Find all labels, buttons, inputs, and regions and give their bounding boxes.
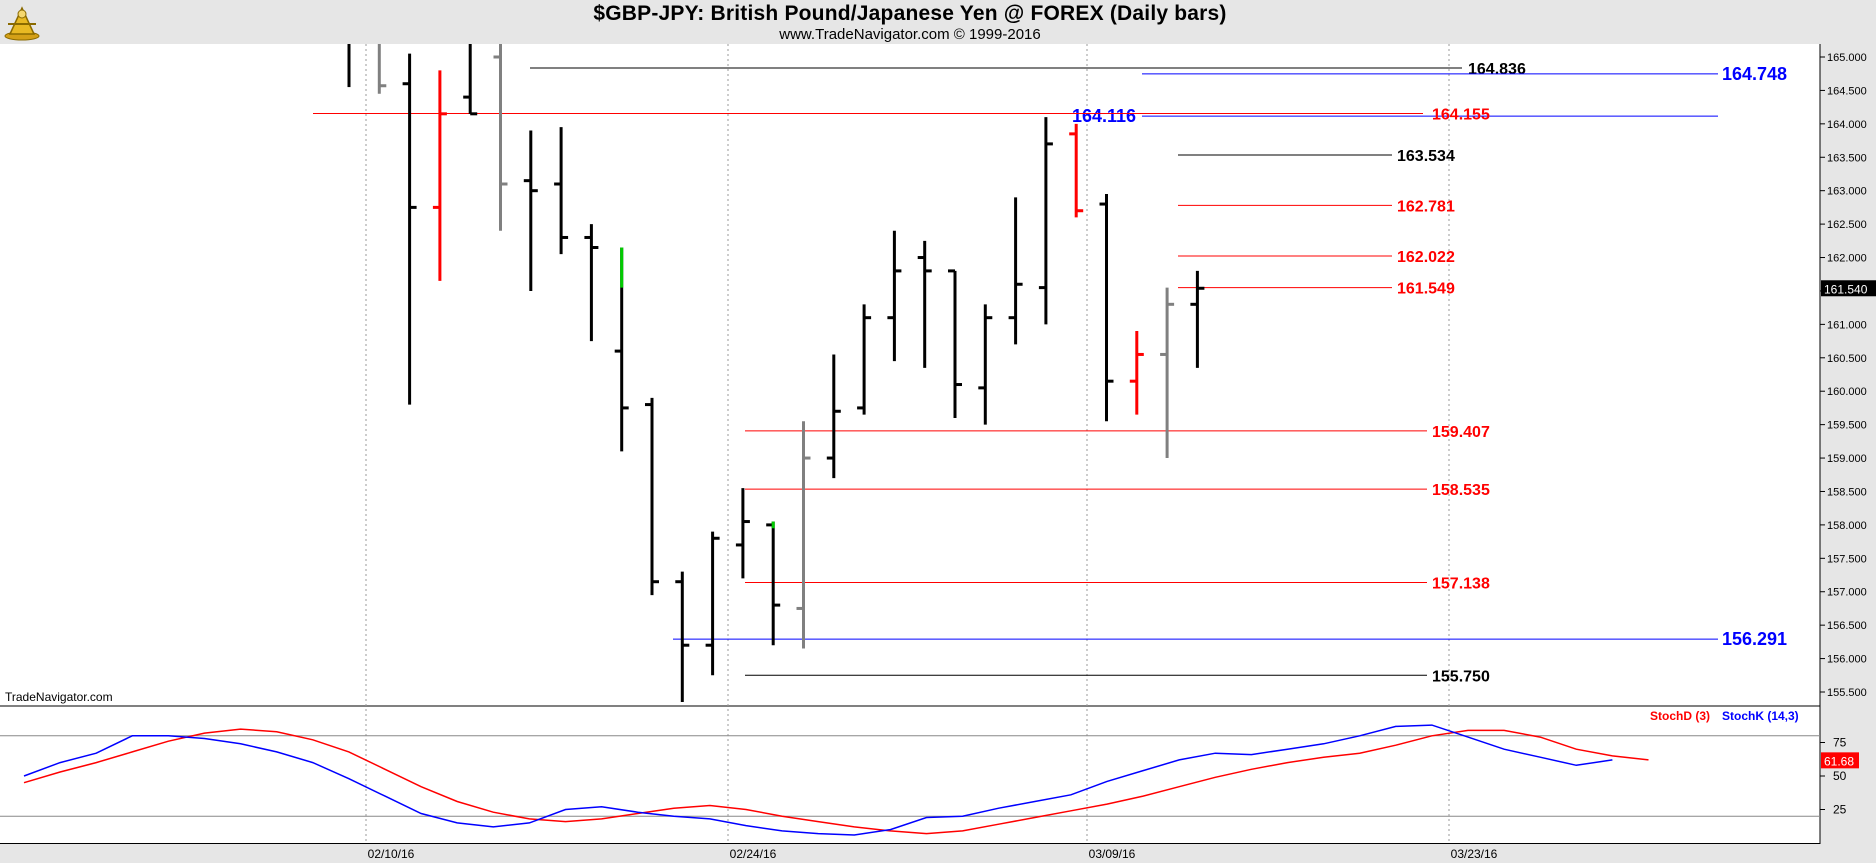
ohlc-bar (402, 53, 417, 405)
stoch-k-line (23, 724, 1613, 836)
y-tick-label: 159.000 (1827, 453, 1867, 465)
ohlc-bar (432, 70, 447, 281)
ohlc-bar (554, 127, 569, 255)
level-label: 163.534 (1397, 148, 1455, 165)
x-tick-label: 03/09/16 (1089, 847, 1136, 861)
level-label: 164.116 (1072, 106, 1136, 126)
ohlc-bar (1129, 331, 1144, 415)
stoch-k-legend: StochK (14,3) (1722, 709, 1799, 723)
x-tick-label: 02/10/16 (368, 847, 415, 861)
y-tick-label: 162.000 (1827, 253, 1867, 265)
ohlc-bar (645, 397, 659, 596)
ohlc-bar (917, 240, 932, 368)
level-label: 158.535 (1432, 482, 1490, 499)
level-label: 156.291 (1722, 629, 1787, 649)
level-label: 161.549 (1397, 281, 1455, 298)
stoch-y-tick-label: 50 (1833, 769, 1847, 783)
ohlc-bar (948, 269, 962, 418)
level-label: 164.748 (1722, 64, 1787, 84)
level-label: 157.138 (1432, 576, 1490, 593)
ohlc-bar (1099, 194, 1114, 422)
level-label: 159.407 (1432, 424, 1490, 441)
y-tick-label: 160.500 (1827, 353, 1867, 365)
stoch-last-value-label: 61.68 (1824, 754, 1854, 768)
y-tick-label: 163.500 (1827, 152, 1867, 164)
ohlc-bar (377, 44, 387, 94)
ohlc-bar (735, 488, 750, 579)
last-price-tag (1821, 280, 1876, 297)
chart-title: $GBP-JPY: British Pound/Japanese Yen @ F… (593, 2, 1227, 25)
stoch-y-tick-label: 75 (1833, 736, 1847, 750)
ohlc-bar (978, 304, 993, 425)
trade-navigator-logo-icon (2, 2, 42, 42)
ohlc-bar (857, 304, 872, 415)
y-tick-label: 165.000 (1827, 52, 1867, 64)
y-tick-label: 159.500 (1827, 420, 1867, 432)
chart-subtitle: www.TradeNavigator.com © 1999-2016 (779, 26, 1041, 43)
ohlc-bar (1038, 117, 1053, 325)
y-tick-label: 157.500 (1827, 553, 1867, 565)
ohlc-bar (584, 224, 599, 342)
ohlc-bar (796, 421, 811, 649)
last-price-label: 161.540 (1824, 282, 1868, 296)
y-tick-label: 162.500 (1827, 219, 1867, 231)
y-tick-label: 164.000 (1827, 119, 1867, 131)
x-tick-label: 02/24/16 (730, 847, 777, 861)
ohlc-bar (1008, 197, 1023, 345)
level-label: 155.750 (1432, 668, 1490, 685)
y-tick-label: 164.500 (1827, 85, 1867, 97)
y-tick-label: 158.000 (1827, 520, 1867, 532)
watermark: TradeNavigator.com (5, 690, 113, 704)
level-label: 162.022 (1397, 249, 1455, 266)
ohlc-bar (1069, 123, 1084, 218)
level-label: 162.781 (1397, 198, 1455, 215)
y-tick-label: 157.000 (1827, 587, 1867, 599)
ohlc-bar (493, 44, 508, 231)
ohlc-bar (463, 44, 478, 116)
y-tick-label: 156.000 (1827, 654, 1867, 666)
ohlc-bar (1190, 270, 1205, 368)
x-axis-band (0, 844, 1876, 863)
x-tick-label: 03/23/16 (1451, 847, 1498, 861)
y-axis-band (1820, 44, 1876, 844)
stoch-d-legend: StochD (3) (1650, 709, 1710, 723)
y-tick-label: 161.000 (1827, 319, 1867, 331)
y-tick-label: 158.500 (1827, 486, 1867, 498)
ohlc-bar (826, 354, 841, 479)
ohlc-bar (1160, 287, 1175, 459)
y-tick-label: 160.000 (1827, 386, 1867, 398)
stoch-last-value-tag (1821, 752, 1859, 769)
y-tick-label: 155.500 (1827, 687, 1867, 699)
y-tick-label: 163.000 (1827, 186, 1867, 198)
y-tick-label: 156.500 (1827, 620, 1867, 632)
ohlc-bar (705, 531, 720, 676)
ohlc-bar (887, 230, 902, 362)
ohlc-bar (523, 130, 538, 291)
stoch-y-tick-label: 25 (1833, 803, 1847, 817)
level-label: 164.836 (1468, 61, 1526, 78)
stoch-d-line (23, 728, 1649, 835)
header-band (0, 0, 1876, 44)
ohlc-bar (675, 571, 690, 703)
level-label: 164.155 (1432, 106, 1490, 123)
